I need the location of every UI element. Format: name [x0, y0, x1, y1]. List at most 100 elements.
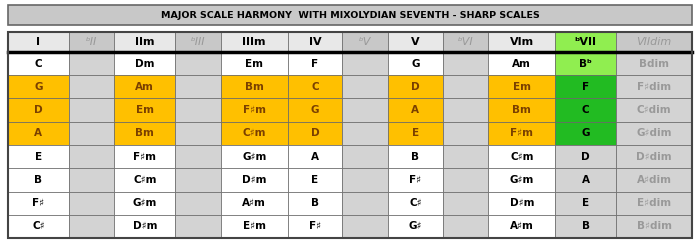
Text: E: E: [312, 175, 318, 185]
Text: B♯dim: B♯dim: [636, 221, 671, 231]
Bar: [175, 98, 220, 122]
Bar: [342, 122, 388, 145]
Text: D: D: [34, 105, 43, 115]
Text: G♯m: G♯m: [132, 198, 157, 208]
Bar: [342, 75, 388, 98]
Text: C♯dim: C♯dim: [637, 105, 671, 115]
Text: Bᵇ: Bᵇ: [579, 59, 592, 69]
Bar: [175, 122, 220, 145]
Bar: [342, 168, 388, 191]
Bar: [616, 98, 692, 122]
Bar: [442, 191, 489, 215]
Bar: [616, 145, 692, 168]
Text: F♯m: F♯m: [510, 128, 533, 138]
Bar: [616, 32, 692, 52]
Bar: [175, 75, 220, 98]
Bar: [442, 168, 489, 191]
Text: Em: Em: [245, 59, 263, 69]
Text: I: I: [36, 37, 41, 47]
Text: F♯dim: F♯dim: [637, 82, 671, 92]
Bar: [220, 145, 288, 168]
Bar: [114, 75, 175, 98]
Bar: [555, 98, 616, 122]
Text: Dm: Dm: [135, 59, 155, 69]
Bar: [69, 191, 114, 215]
Bar: [555, 168, 616, 191]
Bar: [616, 191, 692, 215]
Bar: [388, 98, 442, 122]
Text: G: G: [34, 82, 43, 92]
Text: G♯m: G♯m: [242, 152, 267, 162]
Text: D♯dim: D♯dim: [636, 152, 672, 162]
Bar: [114, 145, 175, 168]
Text: E: E: [35, 152, 42, 162]
Bar: [175, 32, 220, 52]
Bar: [114, 52, 175, 75]
Text: ᵇVII: ᵇVII: [575, 37, 596, 47]
Text: C: C: [312, 82, 319, 92]
Text: ᵇII: ᵇII: [86, 37, 97, 47]
Bar: [220, 168, 288, 191]
Text: G: G: [311, 105, 319, 115]
Bar: [388, 145, 442, 168]
Text: B: B: [311, 198, 319, 208]
Text: F♯m: F♯m: [243, 105, 266, 115]
Bar: [489, 215, 555, 238]
Bar: [288, 98, 342, 122]
Text: E: E: [412, 128, 419, 138]
Bar: [342, 32, 388, 52]
Bar: [288, 215, 342, 238]
Bar: [69, 98, 114, 122]
Text: D: D: [411, 82, 420, 92]
Text: IIm: IIm: [135, 37, 155, 47]
Bar: [555, 75, 616, 98]
Bar: [114, 32, 175, 52]
Text: ᵇV: ᵇV: [359, 37, 372, 47]
Text: VIm: VIm: [510, 37, 534, 47]
Text: G♯m: G♯m: [510, 175, 534, 185]
Bar: [388, 75, 442, 98]
Bar: [288, 191, 342, 215]
Bar: [555, 122, 616, 145]
Bar: [69, 52, 114, 75]
Text: Em: Em: [136, 105, 154, 115]
Text: F♯m: F♯m: [133, 152, 156, 162]
Bar: [8, 122, 69, 145]
Bar: [442, 75, 489, 98]
Text: G♯: G♯: [409, 221, 422, 231]
Bar: [8, 145, 69, 168]
Bar: [220, 32, 288, 52]
Text: G: G: [411, 59, 419, 69]
Bar: [442, 32, 489, 52]
Text: F: F: [312, 59, 318, 69]
Bar: [8, 5, 692, 25]
Text: Bdim: Bdim: [639, 59, 669, 69]
Bar: [175, 168, 220, 191]
Text: D♯m: D♯m: [510, 198, 534, 208]
Text: Am: Am: [135, 82, 154, 92]
Bar: [489, 168, 555, 191]
Bar: [388, 52, 442, 75]
Bar: [489, 145, 555, 168]
Bar: [616, 168, 692, 191]
Text: C: C: [582, 105, 589, 115]
Bar: [8, 215, 69, 238]
Text: A: A: [582, 175, 589, 185]
Text: C♯m: C♯m: [133, 175, 157, 185]
Text: Am: Am: [512, 59, 531, 69]
Text: F♯: F♯: [32, 198, 45, 208]
Text: B: B: [34, 175, 43, 185]
Bar: [555, 215, 616, 238]
Bar: [388, 122, 442, 145]
Text: F♯: F♯: [309, 221, 321, 231]
Text: C: C: [34, 59, 42, 69]
Bar: [114, 122, 175, 145]
Bar: [555, 145, 616, 168]
Bar: [288, 145, 342, 168]
Text: B: B: [582, 221, 589, 231]
Text: B: B: [412, 152, 419, 162]
Bar: [8, 52, 69, 75]
Bar: [342, 191, 388, 215]
Bar: [114, 215, 175, 238]
Text: A: A: [311, 152, 319, 162]
